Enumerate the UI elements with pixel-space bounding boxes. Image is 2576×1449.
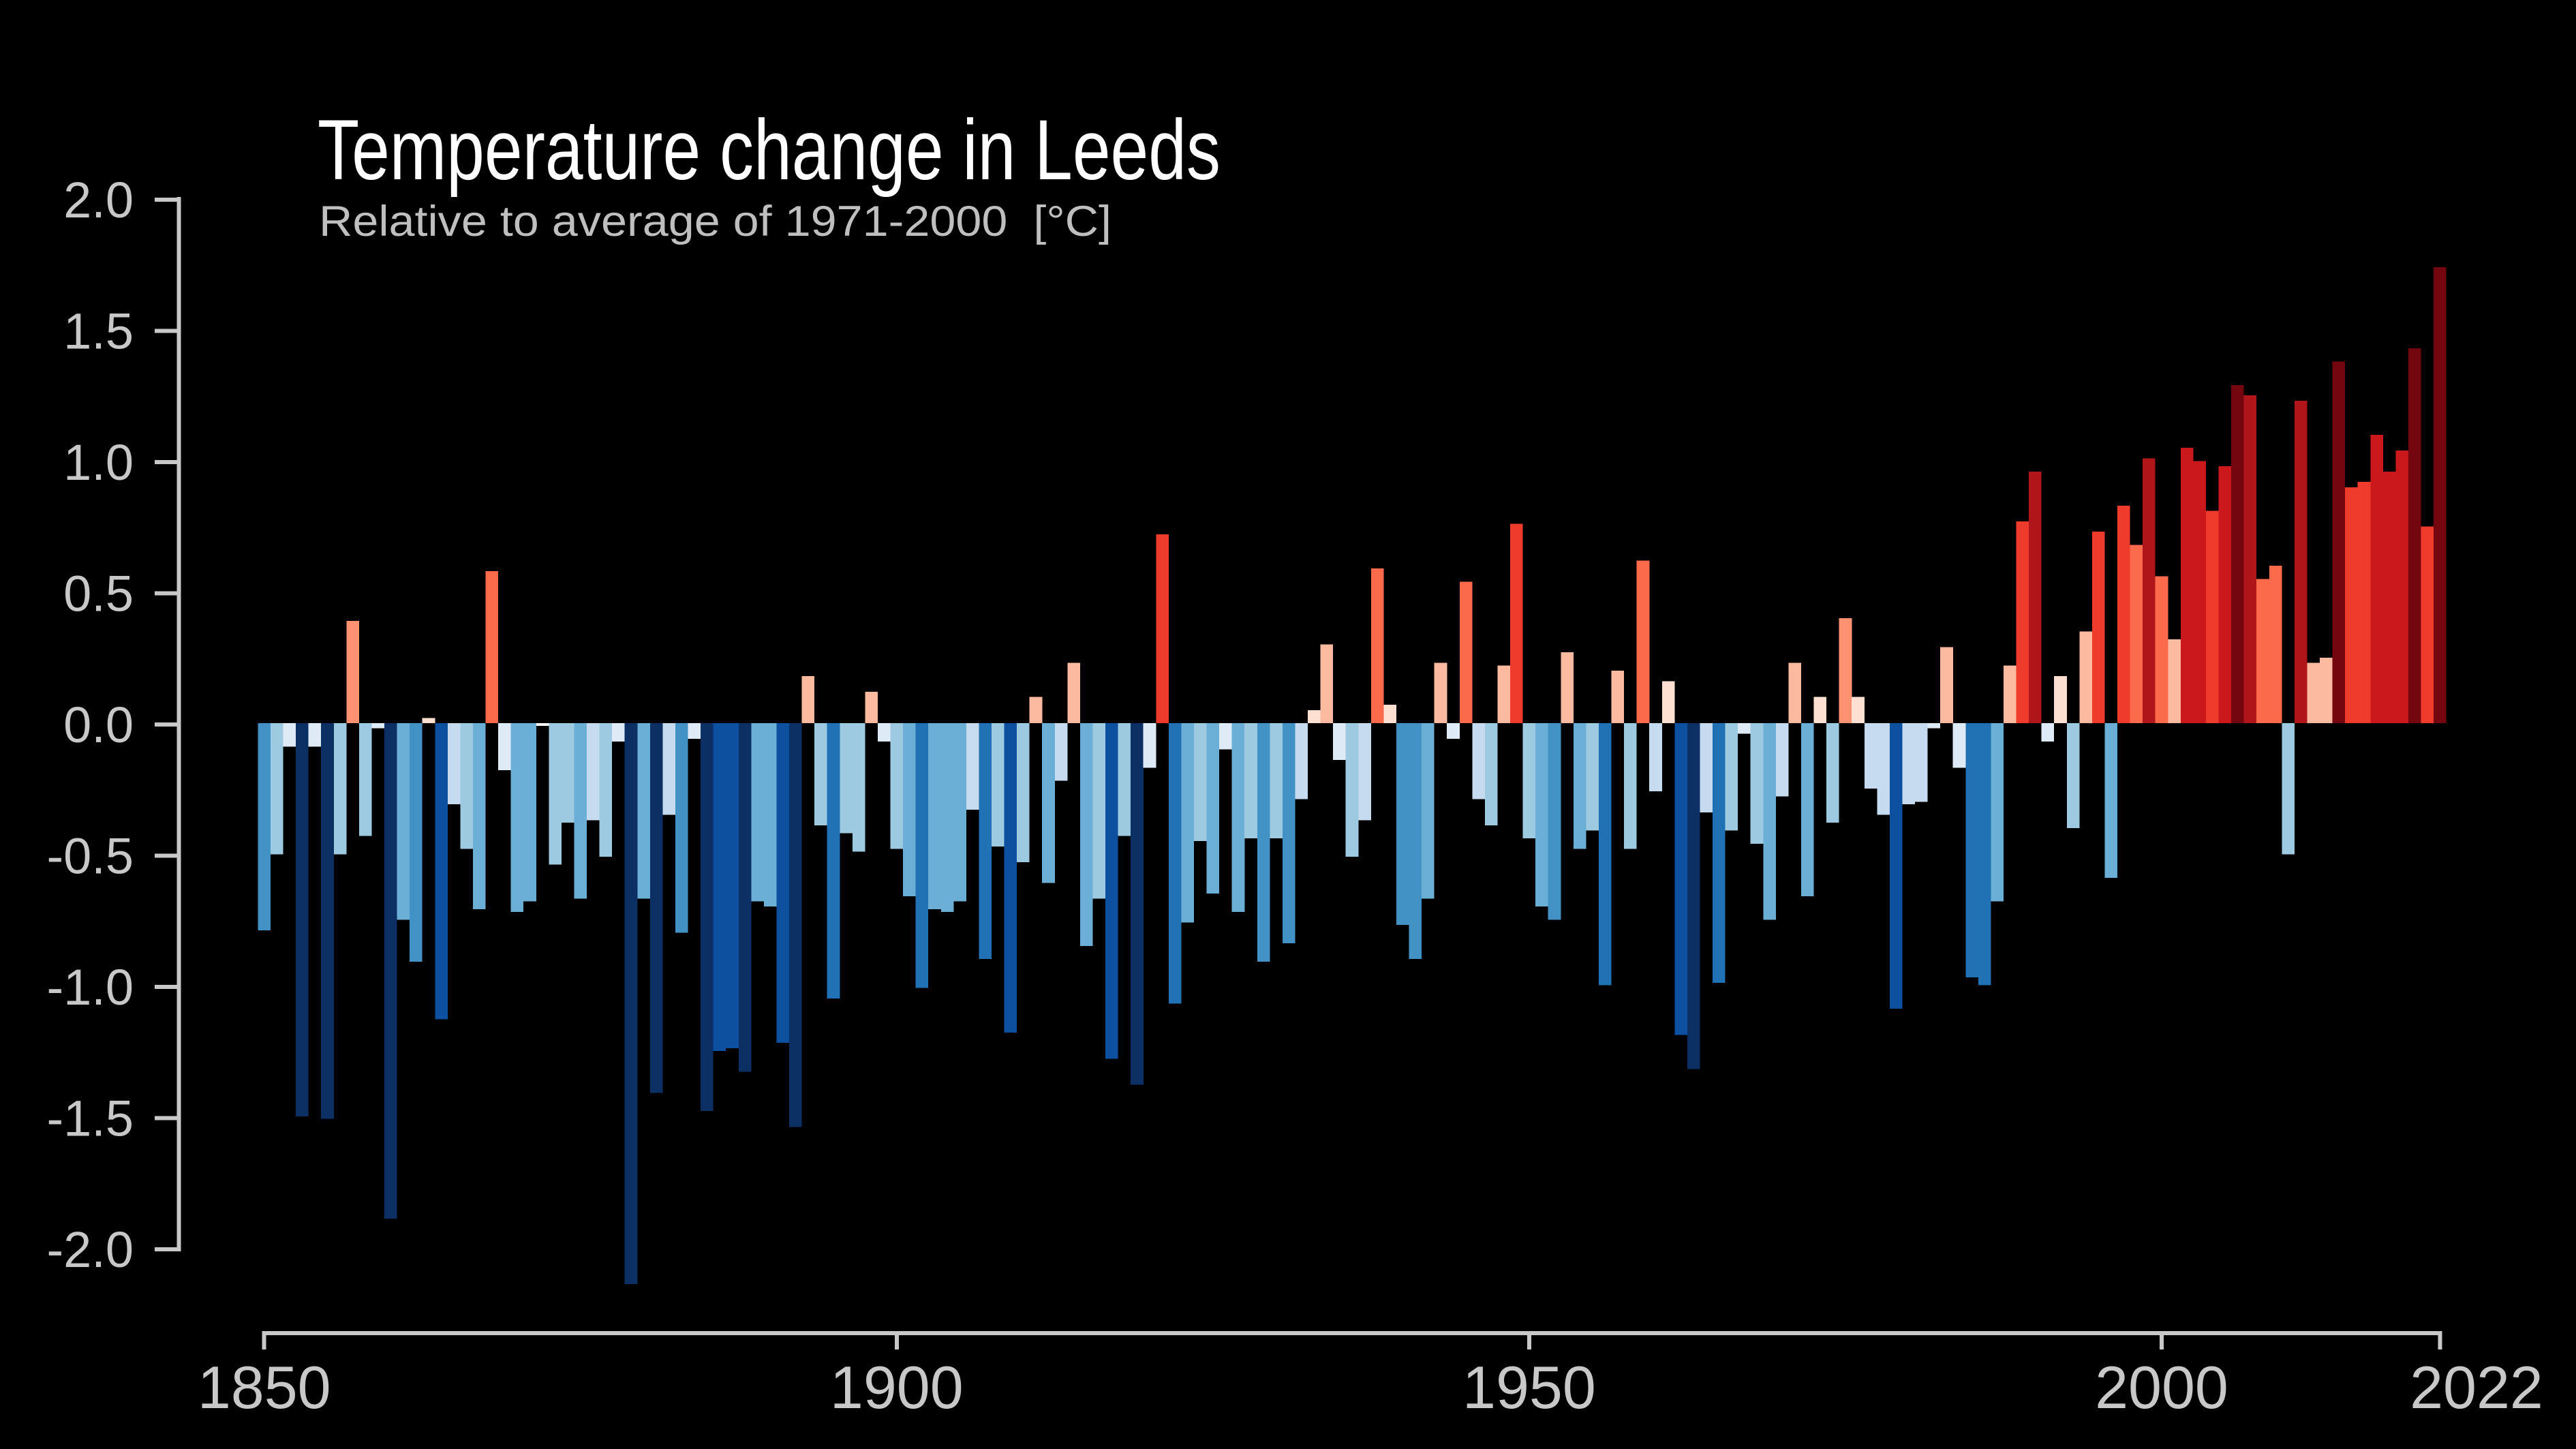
svg-text:0.5: 0.5 [63, 566, 134, 622]
svg-text:-0.5: -0.5 [46, 828, 134, 885]
svg-text:-2.0: -2.0 [46, 1221, 134, 1278]
svg-text:2000: 2000 [2095, 1354, 2228, 1421]
svg-text:0.0: 0.0 [63, 697, 134, 753]
svg-text:-1.0: -1.0 [46, 959, 134, 1016]
svg-text:-1.5: -1.5 [46, 1090, 134, 1147]
svg-text:Temperature change in Leeds: Temperature change in Leeds [318, 103, 1221, 198]
svg-text:1850: 1850 [198, 1354, 331, 1421]
svg-text:2022: 2022 [2410, 1354, 2543, 1421]
svg-text:2.0: 2.0 [63, 172, 134, 228]
svg-text:1900: 1900 [830, 1354, 964, 1421]
svg-text:1.5: 1.5 [63, 303, 134, 360]
svg-text:1950: 1950 [1462, 1354, 1596, 1421]
svg-text:Relative to average of 1971-20: Relative to average of 1971-2000 [°C] [319, 198, 1111, 245]
svg-text:1.0: 1.0 [63, 434, 134, 491]
